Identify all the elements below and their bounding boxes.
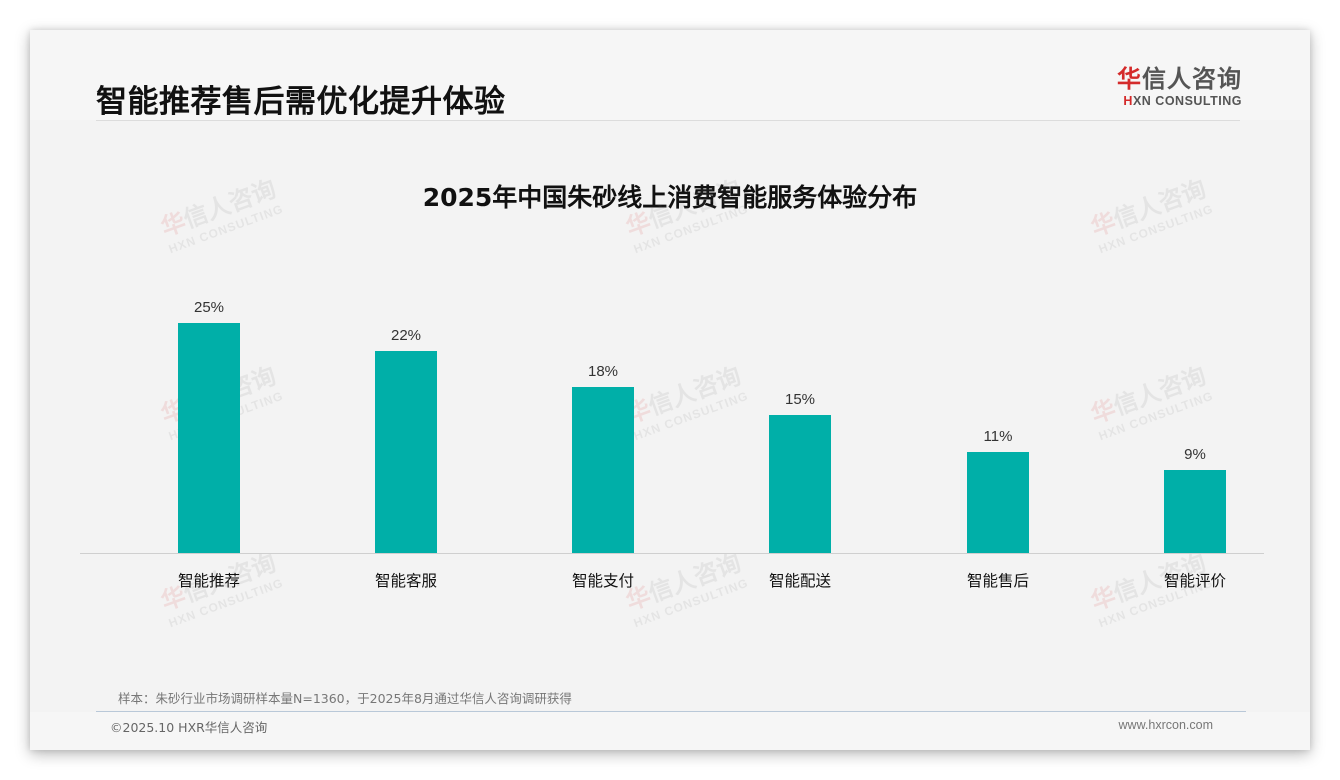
copyright: ©2025.10 HXR华信人咨询 <box>110 720 268 735</box>
bar-group: 18% 智能支付 <box>543 260 663 590</box>
bar-chart: 25% 智能推荐 22% 智能客服 18% 智能支付 15% 智能配送 11% 智能售后 9% 智能评… <box>80 260 1264 590</box>
logo-char-red: 华 <box>1117 65 1142 93</box>
x-axis-category-label: 智能客服 <box>374 572 437 590</box>
bar-value-label: 18% <box>587 363 619 380</box>
bar <box>769 415 831 553</box>
bar <box>1164 470 1226 553</box>
sample-note: 样本：朱砂行业市场调研样本量N=1360，于2025年8月通过华信人咨询调研获得 <box>118 691 572 706</box>
bar <box>572 387 634 553</box>
x-axis-category-label: 智能支付 <box>571 572 634 590</box>
bar-group: 9% 智能评价 <box>1135 260 1255 590</box>
header-band <box>30 30 1310 120</box>
website-link[interactable]: www.hxrcon.com <box>1118 718 1213 732</box>
bar-value-label: 22% <box>390 327 422 344</box>
x-axis-category-label: 智能推荐 <box>177 572 240 590</box>
chart-title: 2025年中国朱砂线上消费智能服务体验分布 <box>422 183 918 212</box>
footer-band <box>30 712 1310 750</box>
bar <box>375 351 437 553</box>
bar-value-label: 25% <box>193 299 225 316</box>
bar-group: 11% 智能售后 <box>938 260 1058 590</box>
bar-value-label: 11% <box>983 428 1013 445</box>
bar-group: 25% 智能推荐 <box>149 260 269 590</box>
footer-divider <box>96 711 1246 712</box>
bar <box>967 452 1029 553</box>
bar-group: 15% 智能配送 <box>740 260 860 590</box>
logo-char-rest: 信人咨询 <box>1142 65 1242 93</box>
slide: 智能推荐售后需优化提升体验 华信人咨询 HXN CONSULTING 2025年… <box>30 30 1310 750</box>
logo-en-rest: XN CONSULTING <box>1132 94 1242 108</box>
bar-group: 22% 智能客服 <box>346 260 466 590</box>
logo-english: HXN CONSULTING <box>1112 94 1242 108</box>
title-divider <box>96 120 1240 121</box>
company-logo: 华信人咨询 HXN CONSULTING <box>1112 64 1242 108</box>
logo-chinese: 华信人咨询 <box>1112 64 1242 94</box>
bar-value-label: 15% <box>784 391 816 408</box>
bar <box>178 323 240 553</box>
x-axis-category-label: 智能评价 <box>1163 572 1226 590</box>
x-axis-category-label: 智能售后 <box>966 572 1029 590</box>
x-axis-line <box>80 553 1264 554</box>
bar-value-label: 9% <box>1184 446 1206 463</box>
x-axis-category-label: 智能配送 <box>768 572 831 590</box>
page-title: 智能推荐售后需优化提升体验 <box>96 84 506 120</box>
logo-en-red: H <box>1123 94 1133 108</box>
